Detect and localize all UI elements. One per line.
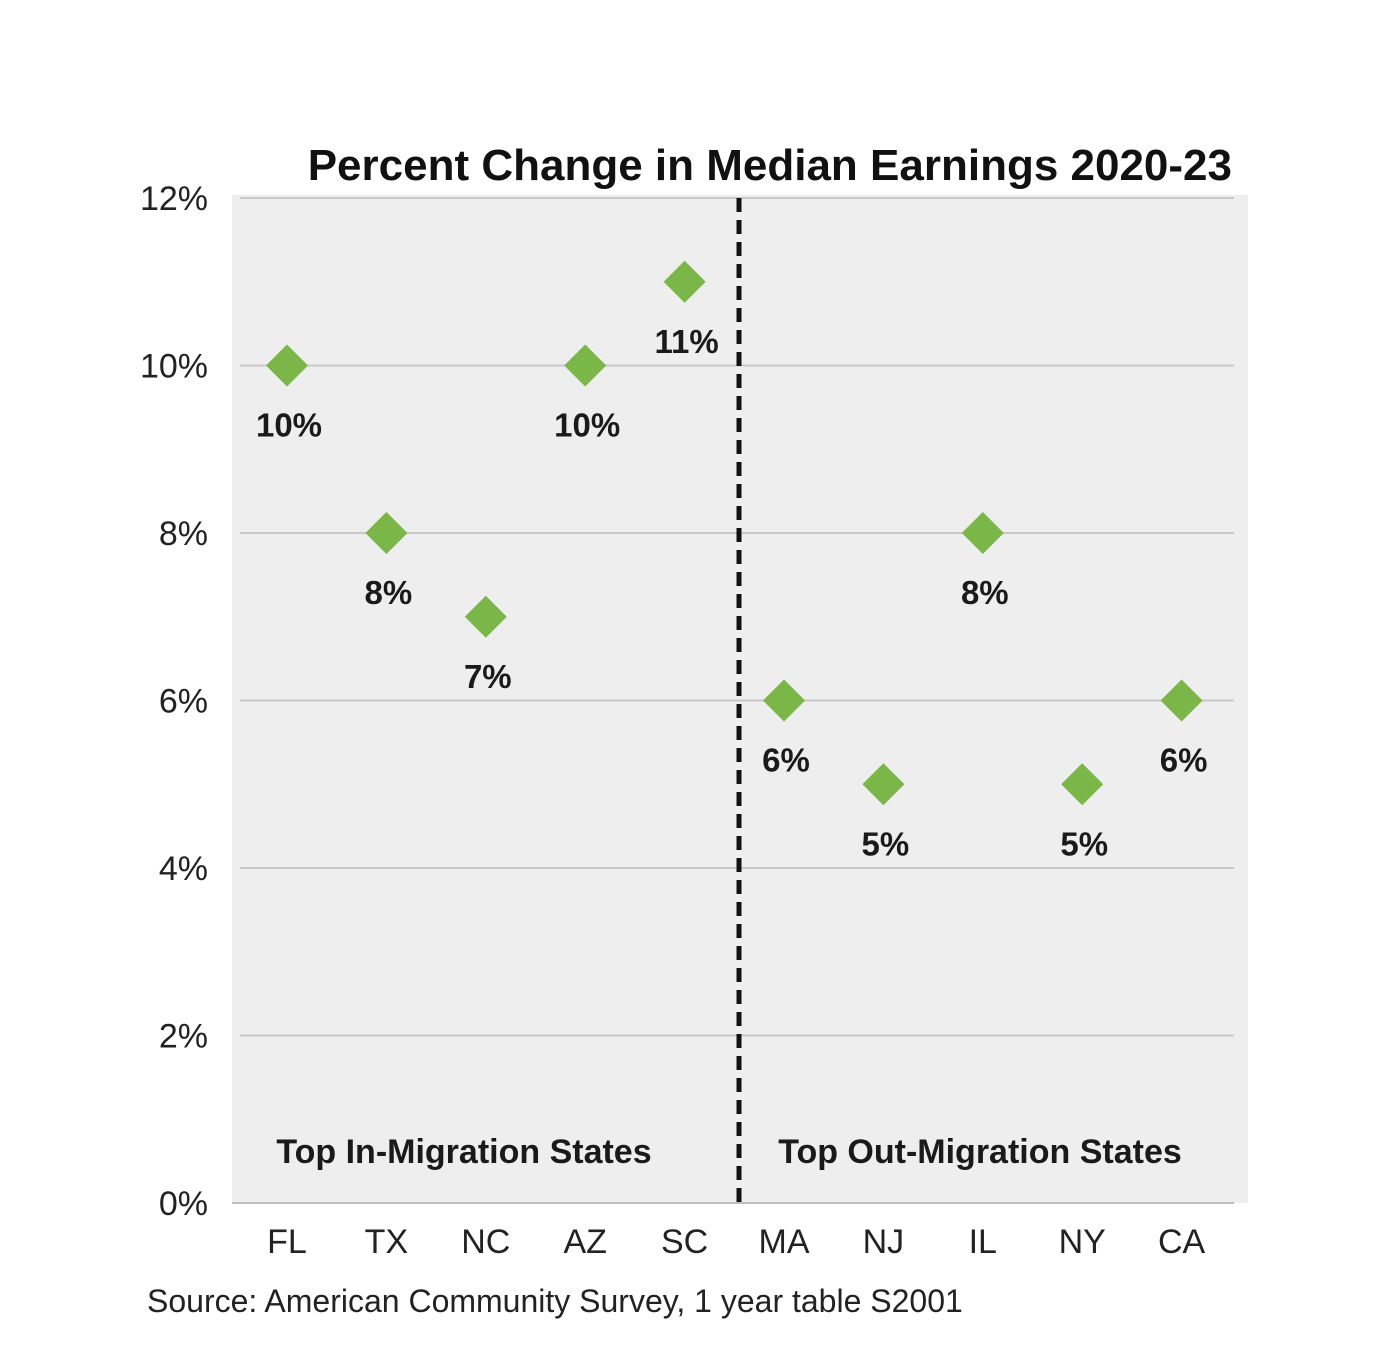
y-tick-label: 12% (140, 180, 208, 218)
y-tick-label: 6% (159, 683, 208, 721)
data-label: 6% (1160, 742, 1208, 779)
x-tick-label: AZ (563, 1223, 606, 1261)
data-label: 8% (365, 574, 413, 611)
x-tick-label: NC (461, 1223, 510, 1261)
x-tick-label: MA (759, 1223, 810, 1261)
x-tick-label: FL (267, 1223, 307, 1261)
data-point-marker (1160, 679, 1203, 722)
data-label: 8% (961, 574, 1009, 611)
x-tick-label: TX (365, 1223, 408, 1261)
data-label: 5% (862, 825, 910, 862)
group-label-out-migration: Top Out-Migration States (778, 1133, 1182, 1171)
plot-area (232, 195, 1248, 1203)
data-label: 10% (554, 407, 620, 444)
source-note: Source: American Community Survey, 1 yea… (147, 1283, 963, 1319)
y-tick-label: 0% (159, 1185, 208, 1223)
data-point-marker (365, 512, 408, 554)
x-axis-ticks: FL TX NC AZ SC MA NJ IL NY CA (267, 1223, 1205, 1261)
data-point-marker (763, 679, 805, 722)
y-tick-label: 10% (140, 348, 208, 386)
x-tick-label: NY (1059, 1223, 1106, 1261)
x-tick-label: SC (661, 1223, 708, 1261)
data-point-marker (564, 344, 607, 387)
y-tick-label: 2% (159, 1018, 208, 1056)
chart-title: Percent Change in Median Earnings 2020-2… (308, 141, 1232, 190)
data-point-marker (663, 260, 706, 303)
group-label-in-migration: Top In-Migration States (276, 1133, 651, 1171)
x-tick-label: IL (969, 1223, 997, 1261)
data-label: 10% (256, 407, 322, 444)
data-point-marker (464, 595, 507, 638)
data-point-marker (862, 763, 905, 806)
data-point-marker (266, 344, 308, 387)
data-label: 6% (762, 742, 810, 779)
y-tick-label: 8% (159, 515, 208, 553)
x-tick-label: CA (1158, 1223, 1206, 1261)
data-markers (266, 260, 1203, 806)
data-label: 7% (464, 658, 512, 695)
data-point-marker (961, 512, 1004, 554)
x-tick-label: NJ (863, 1223, 905, 1261)
data-label: 11% (654, 323, 718, 360)
data-labels: 10% 8% 7% 10% 11% 6% 5% 8% 5% 6% (256, 323, 1207, 863)
y-tick-label: 4% (159, 850, 208, 888)
y-axis-ticks: 0% 2% 4% 6% 8% 10% 12% (140, 180, 208, 1223)
data-label: 5% (1060, 825, 1108, 862)
data-point-marker (1061, 763, 1104, 806)
